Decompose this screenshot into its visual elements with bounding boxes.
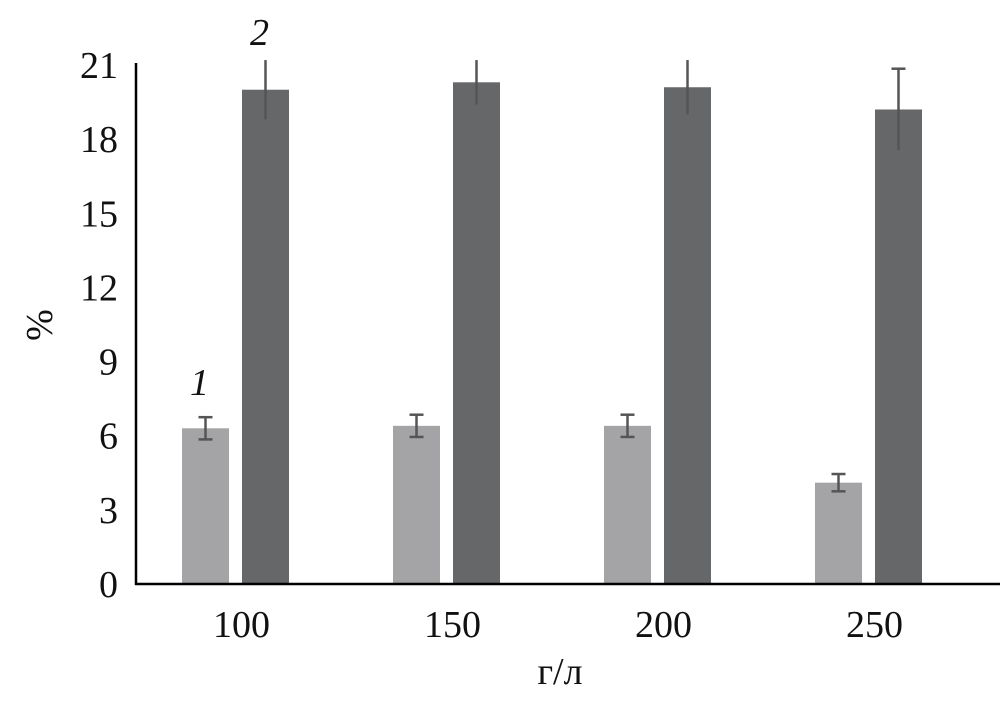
y-tick-label: 9 <box>99 342 118 384</box>
bar-series-2 <box>875 109 922 584</box>
series-labels: 12 <box>190 12 269 404</box>
y-tick-label: 3 <box>99 490 118 532</box>
x-tick-label: 150 <box>424 604 481 646</box>
y-tick-label: 15 <box>80 193 118 235</box>
x-tick-label: 200 <box>635 604 692 646</box>
y-tick-label: 6 <box>99 416 118 458</box>
x-tick-labels: 100 150 200 250 <box>213 604 903 646</box>
y-tick-labels: 0 3 6 9 12 15 18 21 <box>80 45 118 606</box>
x-axis-label: г/л <box>537 651 582 693</box>
y-tick-label: 0 <box>99 564 118 606</box>
y-tick-label: 12 <box>80 267 118 309</box>
bar-series-1 <box>182 428 229 584</box>
bars-layer <box>182 60 922 585</box>
bar-series-2 <box>664 87 711 584</box>
bar-series-2 <box>242 89 289 584</box>
y-axis-label: % <box>19 309 61 341</box>
y-tick-label: 21 <box>80 45 118 87</box>
series-label: 2 <box>250 12 269 54</box>
x-tick-label: 100 <box>213 604 270 646</box>
bar-series-2 <box>453 82 500 585</box>
bar-series-1 <box>393 425 440 584</box>
bar-series-1 <box>815 482 862 584</box>
x-tick-label: 250 <box>846 604 903 646</box>
series-label: 1 <box>190 362 209 404</box>
bar-series-1 <box>604 425 651 584</box>
y-tick-label: 18 <box>80 119 118 161</box>
